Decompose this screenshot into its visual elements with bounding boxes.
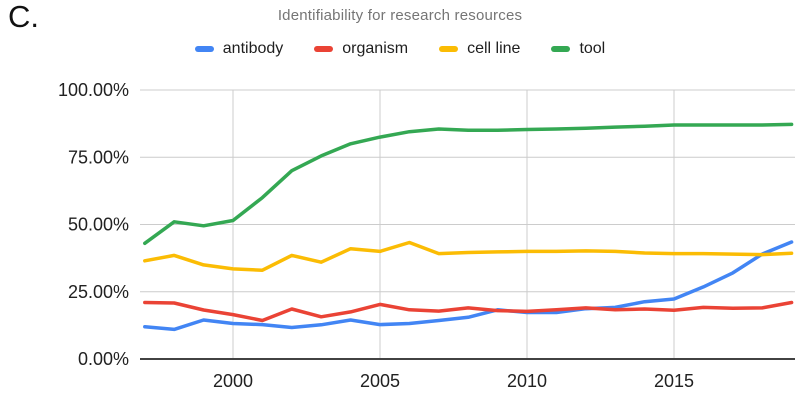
series-line-antibody bbox=[143, 240, 794, 332]
chart-legend: antibody organism cell line tool bbox=[0, 40, 800, 58]
series-line-organism bbox=[143, 300, 794, 323]
legend-label-organism: organism bbox=[342, 40, 409, 57]
y-tick-label-0: 0.00% bbox=[78, 349, 129, 369]
legend-item-tool: tool bbox=[551, 40, 605, 58]
y-tick-label-50: 50.00% bbox=[68, 215, 129, 235]
series-line-cell-line bbox=[143, 240, 794, 272]
legend-item-organism: organism bbox=[314, 40, 408, 58]
legend-swatch-cell-line bbox=[439, 46, 459, 52]
legend-label-antibody: antibody bbox=[222, 40, 284, 57]
series-line-tool bbox=[143, 122, 794, 246]
x-tick-label-2005: 2005 bbox=[360, 371, 400, 391]
y-tick-label-100: 100.00% bbox=[58, 80, 129, 100]
legend-item-antibody: antibody bbox=[194, 40, 284, 58]
y-tick-label-25: 25.00% bbox=[68, 282, 129, 302]
x-tick-label-2015: 2015 bbox=[654, 371, 694, 391]
panel-label: C. bbox=[8, 0, 39, 34]
legend-swatch-organism bbox=[314, 46, 334, 52]
legend-label-cell-line: cell line bbox=[467, 40, 521, 57]
y-tick-label-75: 75.00% bbox=[68, 147, 129, 167]
legend-swatch-antibody bbox=[194, 46, 214, 52]
legend-label-tool: tool bbox=[579, 40, 606, 57]
legend-item-cell-line: cell line bbox=[439, 40, 520, 58]
x-tick-label-2010: 2010 bbox=[507, 371, 547, 391]
legend-swatch-tool bbox=[551, 46, 571, 52]
x-tick-label-2000: 2000 bbox=[213, 371, 253, 391]
chart-title: Identifiability for research resources bbox=[277, 7, 523, 24]
